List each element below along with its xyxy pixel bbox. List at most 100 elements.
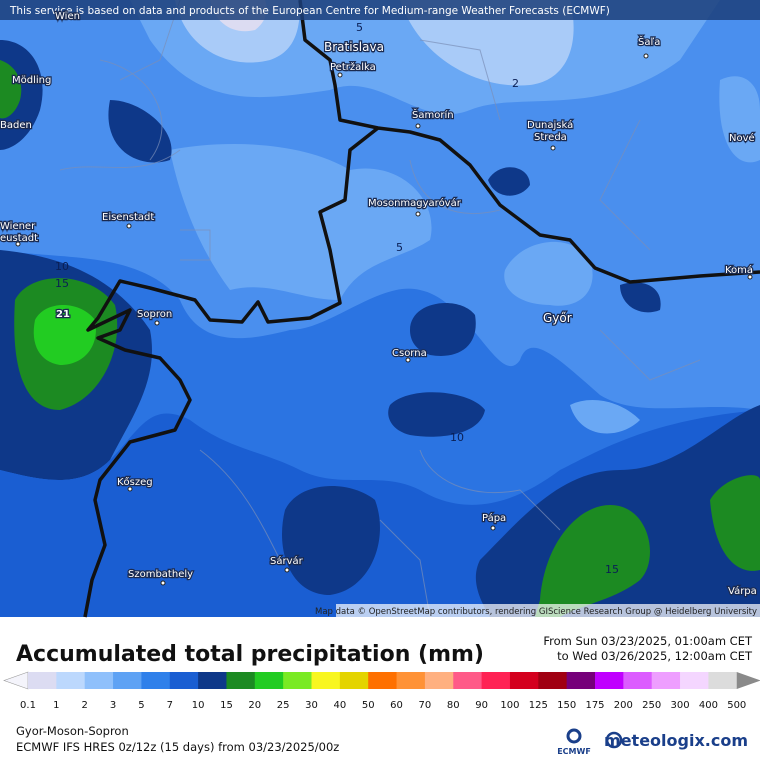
footer: Accumulated total precipitation (mm) Fro… — [3, 634, 760, 756]
place: Eisenstadt — [102, 212, 154, 223]
region: Gyor-Moson-Sopron — [16, 724, 129, 738]
meteologix-logo: meteologix.com — [604, 731, 748, 750]
contour-labels: 5 2 5 10 15 21 10 15 — [55, 21, 619, 576]
legend-swatch — [708, 672, 738, 689]
legend-label: 7 — [167, 700, 173, 711]
field-2 — [175, 0, 574, 86]
legend-label: 15 — [220, 700, 233, 711]
place-dot — [550, 145, 556, 151]
legend-label: 250 — [642, 700, 661, 711]
place: Győr — [543, 311, 572, 325]
legend-label: 90 — [475, 700, 488, 711]
legend-swatch — [254, 672, 284, 689]
district-line — [59, 0, 701, 618]
contour-label: 21 — [56, 309, 70, 320]
place: Baden — [0, 120, 32, 131]
place-dot — [15, 241, 21, 247]
map: This service is based on data and produc… — [0, 0, 760, 618]
place-dot — [415, 211, 421, 217]
legend-swatch — [680, 672, 709, 689]
place: Mödling — [12, 75, 51, 86]
legend-label: 125 — [529, 700, 548, 711]
legend-label: 10 — [192, 700, 205, 711]
legend-swatch — [141, 672, 171, 689]
legend-swatch — [623, 672, 653, 689]
legend-swatch — [509, 672, 539, 689]
place-dot — [126, 223, 132, 229]
ecmwf-logo: ECMWF — [557, 747, 591, 756]
legend-label: 80 — [447, 700, 460, 711]
legend-label: 3 — [110, 700, 116, 711]
legend-label: 20 — [248, 700, 261, 711]
contour-label: 10 — [450, 431, 464, 444]
place: Šamorín — [412, 108, 454, 121]
legend-swatch — [283, 672, 312, 689]
map-credit: Map data © OpenStreetMap contributors, r… — [315, 607, 757, 617]
ecmwf-icon — [566, 728, 582, 744]
contour-label: 15 — [55, 277, 69, 290]
legend-label: 50 — [362, 700, 375, 711]
legend: 0.1 1 2 3 5 7 10 15 20 25 30 40 50 60 70 80 90 100 125 150 1… — [3, 671, 760, 711]
contour-label: 5 — [356, 21, 363, 34]
legend-swatch — [56, 672, 86, 689]
field-20 — [33, 305, 96, 365]
legend-label: 400 — [699, 700, 718, 711]
contour-label: 10 — [55, 260, 69, 273]
place: Szombathely — [128, 569, 193, 580]
country-border — [83, 126, 380, 618]
legend-label: 175 — [585, 700, 604, 711]
attribution: This service is based on data and produc… — [9, 5, 610, 17]
legend-label: 60 — [390, 700, 403, 711]
legend-swatch — [226, 672, 256, 689]
legend-swatch — [113, 672, 142, 689]
place-dot — [127, 486, 133, 492]
place-dot — [154, 320, 160, 326]
credit-bg — [336, 604, 760, 617]
place-dot — [747, 274, 753, 280]
legend-swatch — [198, 672, 227, 689]
place: Pápa — [482, 512, 506, 524]
place-dot — [490, 525, 496, 531]
legend-label: 500 — [727, 700, 746, 711]
legend-label: 30 — [305, 700, 318, 711]
place: Nové — [729, 132, 755, 144]
place: Kőszeg — [117, 476, 153, 488]
place: Sopron — [137, 309, 172, 320]
legend-label: 5 — [138, 700, 144, 711]
legend-swatch — [311, 672, 341, 689]
legend-swatch — [169, 672, 199, 689]
place-dot — [405, 357, 411, 363]
place-labels: Wien Bratislava Petržalka Šaľa Mödling B… — [0, 10, 758, 599]
place-dot — [284, 567, 290, 573]
legend-label: 200 — [614, 700, 633, 711]
legend-label: 0.1 — [20, 700, 36, 711]
legend-swatch — [424, 672, 454, 689]
contour-label: 2 — [512, 77, 519, 90]
place: eustadt — [0, 233, 38, 244]
attribution-bar — [0, 0, 760, 20]
legend-swatch — [453, 672, 483, 689]
field-10 — [282, 167, 760, 617]
legend-arrow-right — [736, 672, 760, 689]
legend-label: 40 — [333, 700, 346, 711]
place: Petržalka — [330, 61, 376, 73]
field-3 — [504, 76, 760, 434]
place: Várpa — [728, 585, 757, 597]
country-border — [298, 0, 760, 284]
place: Wiener — [0, 221, 36, 232]
place: Komá — [725, 264, 753, 276]
place: Bratislava — [324, 40, 384, 54]
place: Wien — [55, 11, 80, 22]
contour-label: 15 — [605, 563, 619, 576]
place-dot — [160, 580, 166, 586]
legend-swatch — [339, 672, 369, 689]
legend-swatch — [481, 672, 511, 689]
place: Mosonmagyaróvár — [368, 197, 462, 209]
place-dot — [337, 72, 343, 78]
contour-label: 5 — [396, 241, 403, 254]
place: Šaľa — [638, 35, 660, 48]
legend-label: 1 — [53, 700, 59, 711]
place-dot — [643, 53, 649, 59]
legend-label: 25 — [277, 700, 290, 711]
